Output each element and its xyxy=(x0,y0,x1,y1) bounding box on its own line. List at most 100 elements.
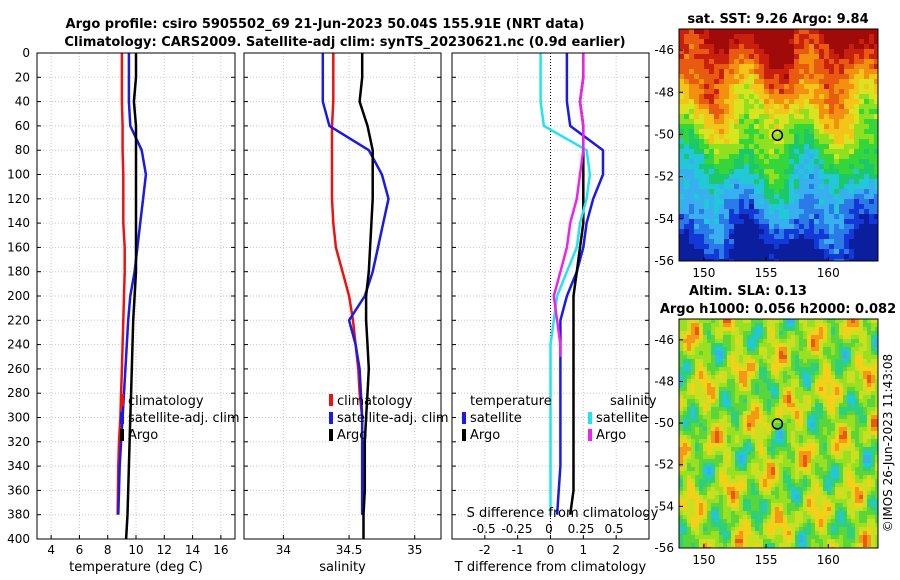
map-cell xyxy=(795,375,800,380)
map-cell xyxy=(851,427,856,432)
map-cell xyxy=(779,335,784,340)
map-cell xyxy=(679,539,684,544)
map-cell xyxy=(731,543,736,548)
map-cell xyxy=(769,114,775,120)
map-cell xyxy=(747,535,752,540)
map-cell xyxy=(869,79,875,85)
map-cell xyxy=(715,491,720,496)
map-cell xyxy=(694,174,700,180)
map-cell xyxy=(699,471,704,476)
map-cell xyxy=(749,159,755,165)
map-cell xyxy=(723,387,728,392)
map-cell xyxy=(763,351,768,356)
map-cell xyxy=(699,515,704,520)
map-cell xyxy=(835,375,840,380)
map-cell xyxy=(839,411,844,416)
map-cell xyxy=(859,174,865,180)
map-cell xyxy=(807,347,812,352)
map-cell xyxy=(727,351,732,356)
map-cell xyxy=(734,214,740,220)
map-cell xyxy=(679,169,685,175)
map-cell xyxy=(714,249,720,255)
map-cell xyxy=(844,99,850,105)
map-cell xyxy=(854,214,860,220)
map-cell xyxy=(811,467,816,472)
map-cell xyxy=(843,331,848,336)
map-cell xyxy=(789,139,795,145)
map-cell xyxy=(823,539,828,544)
map-cell xyxy=(694,239,700,245)
map-cell xyxy=(764,199,770,205)
map-cell xyxy=(684,89,690,95)
map-cell xyxy=(783,483,788,488)
map-cell xyxy=(735,371,740,376)
map-cell xyxy=(715,399,720,404)
map-cell xyxy=(734,109,740,115)
map-cell xyxy=(794,79,800,85)
map-cell xyxy=(747,391,752,396)
map-cell xyxy=(759,199,765,205)
map-cell xyxy=(831,319,836,324)
map-cell xyxy=(849,219,855,225)
map-cell xyxy=(734,94,740,100)
map-cell xyxy=(803,355,808,360)
map-cell xyxy=(769,59,775,65)
map-cell xyxy=(855,407,860,412)
map-cell xyxy=(874,214,879,220)
map-cell xyxy=(831,419,836,424)
map-cell xyxy=(714,234,720,240)
map-cell xyxy=(779,119,785,125)
map-cell xyxy=(803,327,808,332)
map-cell xyxy=(744,164,750,170)
map-cell xyxy=(859,331,864,336)
map-cell xyxy=(839,399,844,404)
map-cell xyxy=(829,99,835,105)
x-tick-label: 12 xyxy=(157,543,172,557)
map-cell xyxy=(831,399,836,404)
map-cell xyxy=(855,491,860,496)
map-cell xyxy=(804,89,810,95)
map-cell xyxy=(759,495,764,500)
map-cell xyxy=(814,74,820,80)
map-cell xyxy=(715,327,720,332)
map-cell xyxy=(714,69,720,75)
map-cell xyxy=(803,371,808,376)
map-cell xyxy=(735,519,740,524)
map-cell xyxy=(809,229,815,235)
map-cell xyxy=(859,483,864,488)
map-cell xyxy=(799,483,804,488)
map-cell xyxy=(709,109,715,115)
map-cell xyxy=(759,415,764,420)
map-cell xyxy=(831,367,836,372)
map-cell xyxy=(771,475,776,480)
map-cell xyxy=(839,219,845,225)
map-cell xyxy=(794,194,800,200)
map-cell xyxy=(819,427,824,432)
map-cell xyxy=(755,335,760,340)
map-cell xyxy=(791,423,796,428)
map-cell xyxy=(694,144,700,150)
map-cell xyxy=(747,375,752,380)
map-cell xyxy=(755,399,760,404)
map-cell xyxy=(734,119,740,125)
map-cell xyxy=(829,244,835,250)
map-cell xyxy=(859,144,865,150)
map-cell xyxy=(779,371,784,376)
map-cell xyxy=(695,319,700,324)
map-cell xyxy=(683,479,688,484)
map-cell xyxy=(763,379,768,384)
map-cell xyxy=(811,335,816,340)
map-cell xyxy=(859,511,864,516)
map-cell xyxy=(683,419,688,424)
map-cell xyxy=(695,527,700,532)
map-cell xyxy=(715,487,720,492)
map-cell xyxy=(835,511,840,516)
map-cell xyxy=(799,463,804,468)
map-cell xyxy=(863,467,868,472)
map-cell xyxy=(729,209,735,215)
map-cell xyxy=(739,507,744,512)
map-cell xyxy=(679,515,684,520)
map-cell xyxy=(794,164,800,170)
map-cell xyxy=(779,403,784,408)
map-cell xyxy=(735,375,740,380)
